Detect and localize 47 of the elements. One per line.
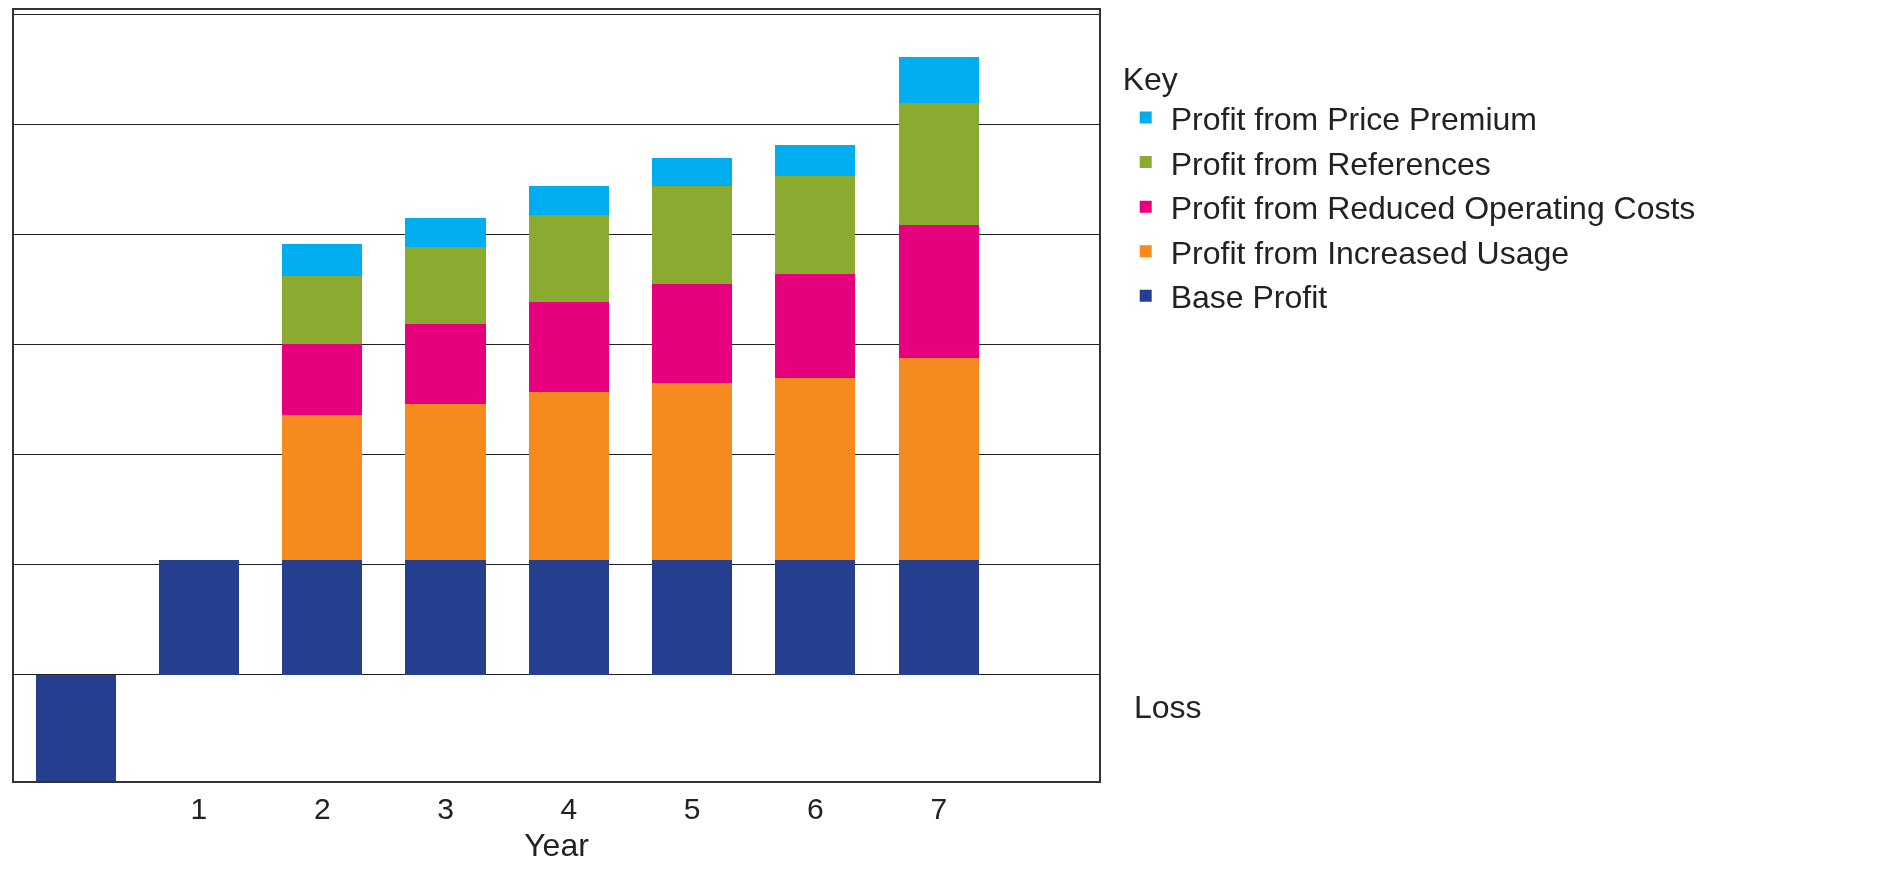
- x-tick-label: 1: [190, 791, 208, 825]
- bar: [652, 284, 733, 384]
- bar: [652, 383, 733, 560]
- x-tick-label: 7: [930, 791, 948, 825]
- bar: [898, 357, 979, 560]
- legend-label: Profit from Price Premium: [1170, 100, 1537, 137]
- bar: [898, 224, 979, 358]
- legend-label: Profit from Increased Usage: [1170, 234, 1570, 271]
- bar: [652, 559, 733, 675]
- legend-label: Profit from Reduced Operating Costs: [1170, 190, 1696, 227]
- bar: [528, 186, 609, 216]
- bar: [405, 324, 486, 405]
- bar: [528, 391, 609, 560]
- bar: [405, 559, 486, 675]
- legend-title: Key: [1122, 61, 1178, 98]
- bar: [528, 559, 609, 675]
- bar: [652, 158, 733, 187]
- legend-label: Base Profit: [1170, 279, 1328, 316]
- text: Loss: [1134, 689, 1202, 725]
- bar: [282, 414, 363, 560]
- bar: [158, 559, 240, 675]
- x-tick-label: 3: [437, 791, 454, 825]
- x-axis-title: Year: [524, 827, 590, 864]
- bar: [775, 378, 856, 560]
- bar: [405, 404, 486, 560]
- bar: [898, 559, 979, 675]
- bar: [898, 56, 979, 103]
- bar: [282, 344, 363, 415]
- bar: [528, 302, 609, 392]
- x-tick-label: 5: [683, 791, 701, 825]
- bar: [405, 247, 486, 325]
- x-tick-label: 6: [807, 791, 824, 825]
- x-tick-label: 2: [313, 791, 331, 825]
- legend-label: Profit from References: [1170, 145, 1491, 182]
- bar: [282, 243, 363, 277]
- bar: [775, 144, 856, 177]
- bar: [775, 274, 856, 379]
- bar: [282, 276, 363, 345]
- bar: [35, 674, 116, 781]
- bar: [405, 218, 486, 248]
- x-tick-label: 4: [560, 791, 578, 825]
- bar: [528, 215, 609, 303]
- bar: [282, 559, 363, 675]
- bar: [775, 176, 856, 275]
- bar: [775, 559, 856, 675]
- bar: [652, 186, 733, 285]
- bar: [898, 102, 979, 225]
